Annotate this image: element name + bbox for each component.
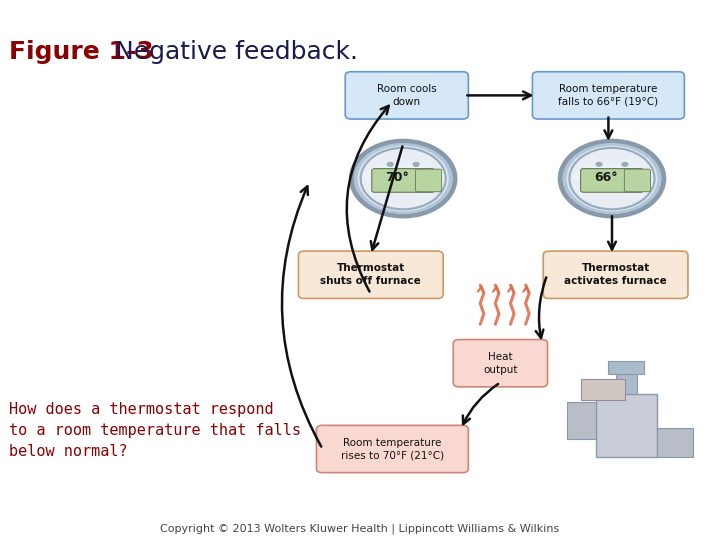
FancyBboxPatch shape <box>608 361 644 374</box>
Circle shape <box>387 162 394 167</box>
Circle shape <box>563 143 661 214</box>
FancyBboxPatch shape <box>596 394 657 457</box>
Ellipse shape <box>364 164 442 187</box>
Circle shape <box>413 162 420 167</box>
FancyBboxPatch shape <box>532 72 684 119</box>
Text: Negative feedback.: Negative feedback. <box>107 40 358 64</box>
FancyBboxPatch shape <box>415 169 441 192</box>
FancyBboxPatch shape <box>567 402 596 438</box>
FancyBboxPatch shape <box>624 169 650 192</box>
FancyBboxPatch shape <box>299 251 443 299</box>
Text: Room temperature
rises to 70°F (21°C): Room temperature rises to 70°F (21°C) <box>341 437 444 461</box>
Circle shape <box>595 162 603 167</box>
FancyBboxPatch shape <box>372 168 435 192</box>
FancyBboxPatch shape <box>454 340 547 387</box>
Ellipse shape <box>573 164 651 187</box>
FancyBboxPatch shape <box>582 379 624 400</box>
Text: Thermostat
activates furnace: Thermostat activates furnace <box>564 264 667 286</box>
Circle shape <box>560 141 664 216</box>
FancyBboxPatch shape <box>580 168 644 192</box>
Text: How does a thermostat respond
to a room temperature that falls
below normal?: How does a thermostat respond to a room … <box>9 402 302 459</box>
Circle shape <box>567 146 657 212</box>
FancyBboxPatch shape <box>657 428 693 457</box>
FancyBboxPatch shape <box>317 426 469 472</box>
Circle shape <box>361 148 446 210</box>
FancyBboxPatch shape <box>544 251 688 299</box>
Circle shape <box>354 143 452 214</box>
Text: Copyright © 2013 Wolters Kluwer Health | Lippincott Williams & Wilkins: Copyright © 2013 Wolters Kluwer Health |… <box>161 523 559 534</box>
Text: Heat
output: Heat output <box>483 352 518 375</box>
Text: Figure 1-3: Figure 1-3 <box>9 40 154 64</box>
Text: 66°: 66° <box>594 171 618 184</box>
Circle shape <box>351 141 455 216</box>
FancyBboxPatch shape <box>616 374 637 394</box>
Text: Room cools
down: Room cools down <box>377 84 436 107</box>
Circle shape <box>570 148 654 210</box>
Text: Room temperature
falls to 66°F (19°C): Room temperature falls to 66°F (19°C) <box>558 84 659 107</box>
Text: Thermostat
shuts off furnace: Thermostat shuts off furnace <box>320 264 421 286</box>
FancyBboxPatch shape <box>345 72 468 119</box>
Circle shape <box>358 146 449 212</box>
Circle shape <box>621 162 629 167</box>
Text: 70°: 70° <box>385 171 409 184</box>
Text: Taylor: Memmler's Structure and Function of the Human Body: Taylor: Memmler's Structure and Function… <box>6 5 350 15</box>
